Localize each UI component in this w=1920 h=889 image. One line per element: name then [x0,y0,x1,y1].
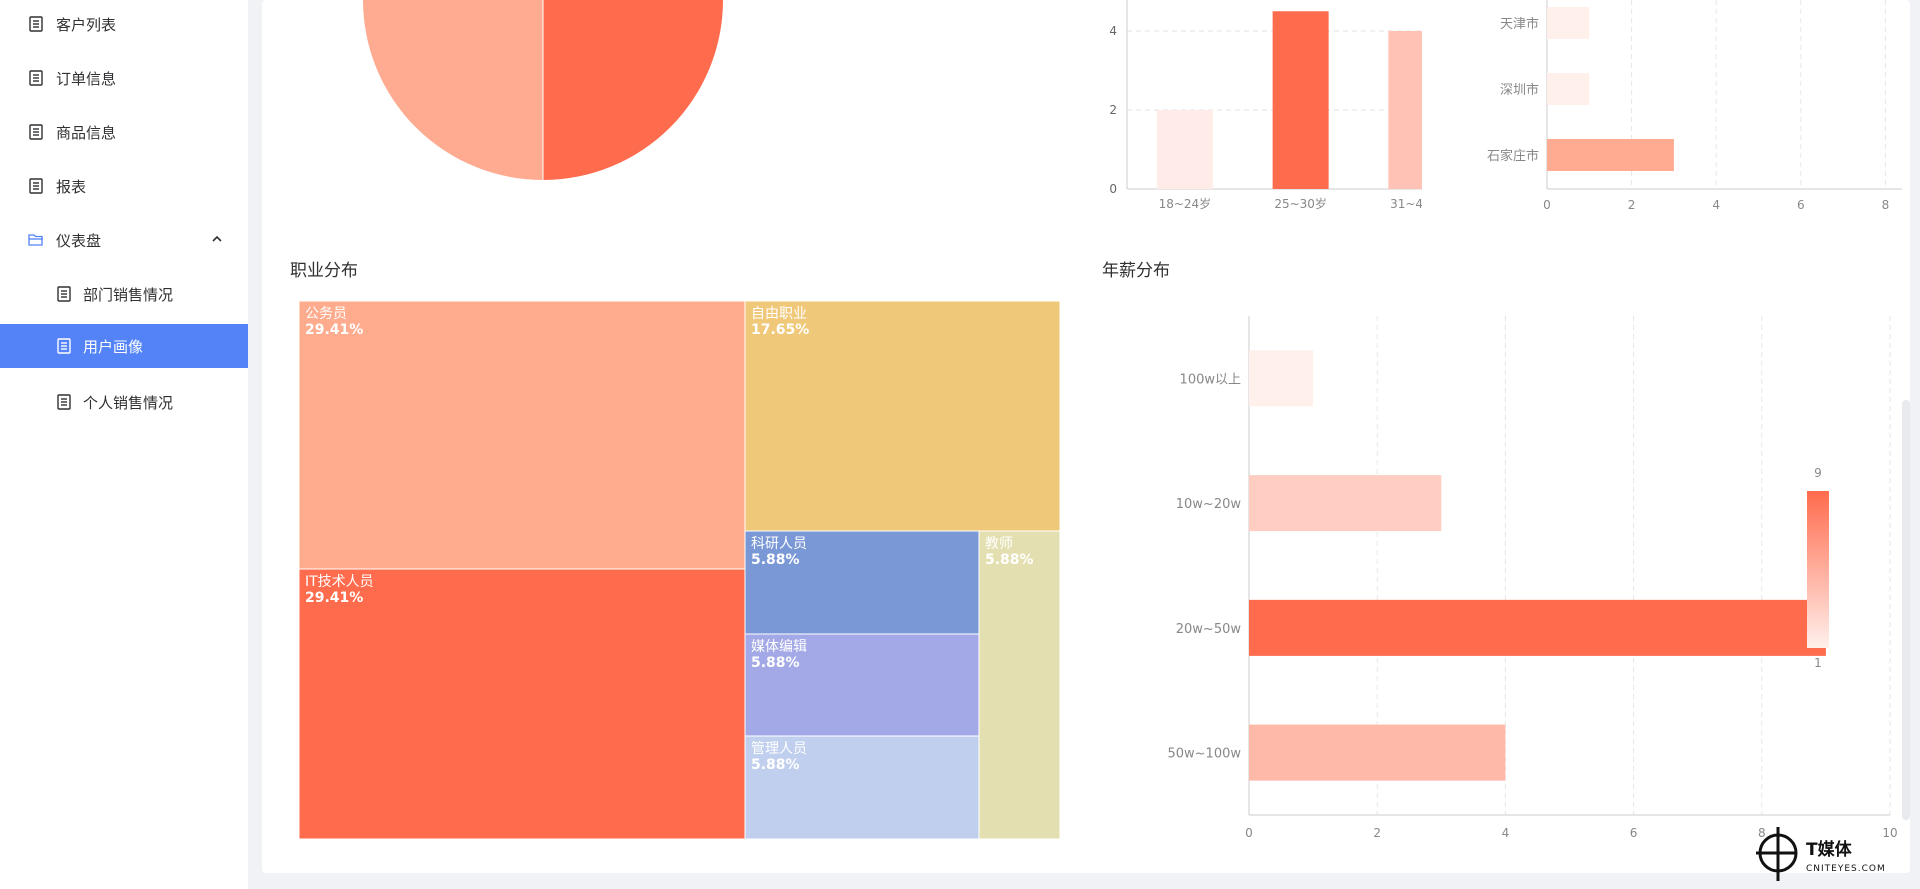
sidebar-item-dept-sales[interactable]: 部门销售情况 [0,272,248,316]
x-tick-label: 0 [1543,198,1551,212]
x-tick-label: 10 [1882,826,1897,840]
sidebar-item-label: 用户画像 [83,338,144,356]
y-tick-label: 天津市 [1500,16,1539,32]
treemap-label: 教师 [985,536,1013,552]
x-tick-label: 2 [1628,198,1636,212]
treemap-cell [744,633,980,737]
document-icon [29,178,43,194]
y-tick-label: 50w~100w [1167,747,1241,762]
treemap-cell [299,568,746,839]
x-tick-label: 6 [1630,826,1638,840]
treemap-value: 5.88% [751,757,800,773]
treemap-label: 科研人员 [751,536,807,552]
watermark-text: T媒体 [1806,839,1853,860]
sidebar-item-label: 个人销售情况 [83,394,174,412]
y-tick-label: 10w~20w [1176,497,1242,512]
x-tick-label: 4 [1712,198,1720,212]
bar [1547,7,1590,39]
sidebar-item-order-info[interactable]: 订单信息 [0,56,248,100]
chevron-up-icon[interactable] [210,232,224,246]
sidebar-item-report[interactable]: 报表 [0,164,248,208]
x-tick-label: 8 [1758,826,1766,840]
treemap-value: 17.65% [751,322,809,338]
document-icon [57,286,71,302]
sidebar-item-label: 客户列表 [56,16,117,34]
sidebar-item-label: 仪表盘 [56,232,102,250]
sidebar-item-user-profile[interactable]: 用户画像 [0,324,248,368]
pie-slice [543,0,723,180]
x-tick-label: 0 [1245,826,1253,840]
scrollbar[interactable] [1902,400,1910,820]
y-tick-label: 4 [1109,24,1117,38]
sidebar-item-personal-sales[interactable]: 个人销售情况 [0,380,248,424]
x-tick-label: 18~24岁 [1159,196,1212,211]
treemap-value: 29.41% [305,322,363,338]
sidebar-item-label: 部门销售情况 [83,286,174,304]
y-tick-label: 2 [1109,103,1117,117]
sidebar-item-customer-list[interactable]: 客户列表 [0,2,248,46]
bar [1249,599,1826,656]
treemap-value: 5.88% [751,552,800,568]
document-icon [57,338,71,354]
watermark-subtext: CNITEYES.COM [1806,864,1886,874]
x-tick-label: 8 [1882,198,1890,212]
y-tick-label: 0 [1109,182,1117,196]
watermark-logo: T媒体 CNITEYES.COM [1756,827,1886,881]
sidebar-item-label: 商品信息 [56,124,117,142]
bar [1249,350,1314,407]
occupation-section-title: 职业分布 [290,261,358,281]
pie-slice [363,0,543,180]
treemap-value: 29.41% [305,590,363,606]
x-tick-label: 25~30岁 [1274,196,1327,211]
treemap-cell [744,530,980,635]
x-tick-label: 6 [1797,198,1805,212]
sidebar-item-product-info[interactable]: 商品信息 [0,110,248,154]
x-tick-label: 4 [1502,826,1510,840]
treemap-cell [744,735,980,839]
folder-open-icon [28,234,43,246]
x-tick-label: 2 [1373,826,1381,840]
y-tick-label: 20w~50w [1176,622,1242,637]
bar [1547,73,1590,105]
sidebar-item-label: 报表 [56,178,87,196]
treemap-value: 5.88% [985,552,1034,568]
bar [1388,31,1422,189]
gender-pie-chart [363,0,723,180]
y-tick-label: 石家庄市 [1487,148,1539,164]
y-tick-label: 100w以上 [1180,372,1241,387]
x-tick-label: 31~40岁 [1390,196,1422,211]
sidebar-item-dashboard[interactable]: 仪表盘 [0,218,248,262]
city-bar-chart: 0246810天津市深圳市石家庄市 [1487,0,1902,212]
bar [1249,475,1442,532]
treemap-label: 管理人员 [751,741,807,757]
sidebar-item-label: 订单信息 [56,70,117,88]
treemap-cell [744,301,1060,532]
bar [1249,724,1506,781]
visual-map-max-label: 9 [1814,466,1822,480]
bar [1547,139,1674,171]
visual-map-gradient [1807,491,1829,648]
treemap-value: 5.88% [751,655,800,671]
salary-bar-chart: 0 2 4 6 8 10 100w以上 10w~20w 20w~50w 50w~100w 9 1 [1167,316,1898,840]
treemap-label: IT技术人员 [305,574,374,590]
document-icon [29,16,43,32]
bar [1156,110,1213,189]
sidebar: 客户列表 订单信息 商品信息 报表 仪表盘 部门销售情况 用户画像 个人销售情况 [0,0,248,889]
visual-map-min-label: 1 [1814,656,1822,670]
treemap-label: 媒体编辑 [751,639,807,655]
document-icon [57,394,71,410]
salary-section-title: 年薪分布 [1102,261,1170,281]
treemap-cell [978,530,1060,839]
occupation-treemap: 公务员29.41%IT技术人员29.41%自由职业17.65%科研人员5.88%… [299,301,1060,839]
treemap-label: 公务员 [305,306,347,322]
document-icon [29,70,43,86]
treemap-cell [299,301,746,570]
document-icon [29,124,43,140]
bar [1272,11,1329,189]
y-tick-label: 深圳市 [1500,82,1539,98]
treemap-label: 自由职业 [751,306,807,322]
